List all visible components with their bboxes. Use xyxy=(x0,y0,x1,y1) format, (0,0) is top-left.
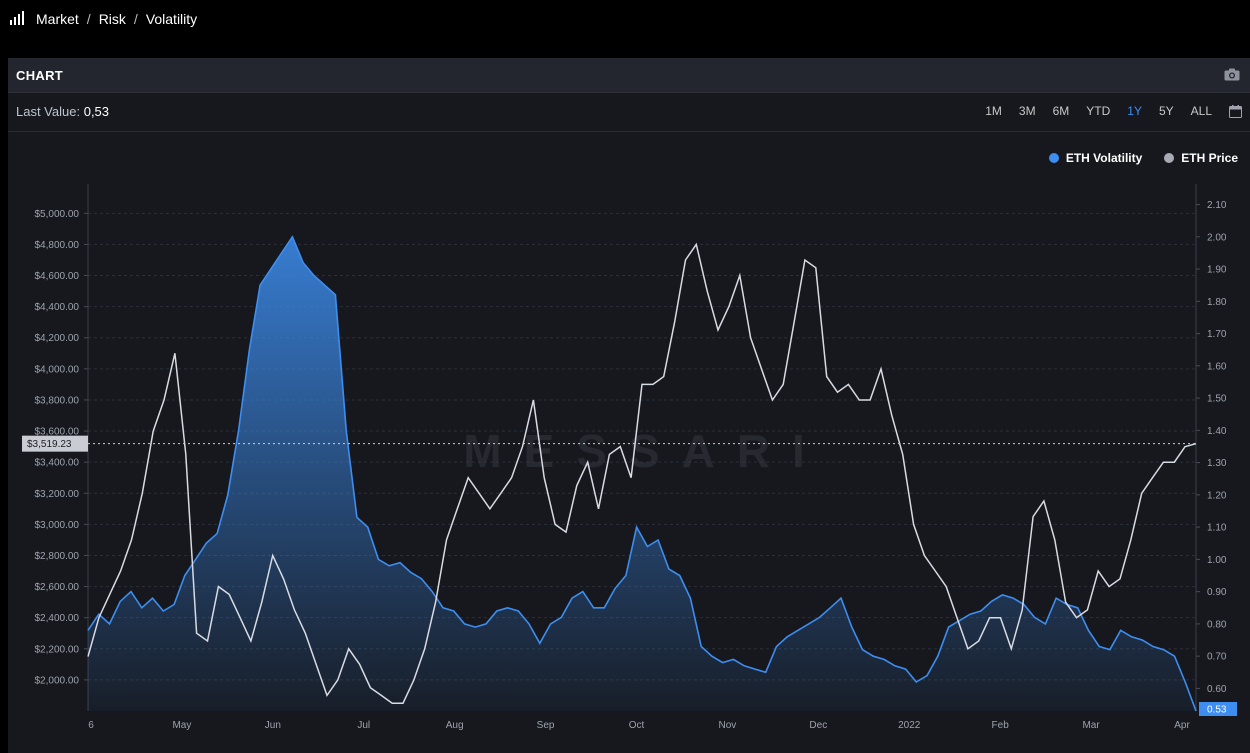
camera-icon[interactable] xyxy=(1224,68,1240,81)
breadcrumb-volatility[interactable]: Volatility xyxy=(145,11,198,27)
price-value-label: $3,519.23 xyxy=(22,435,88,452)
range-1y[interactable]: 1Y xyxy=(1127,104,1142,118)
y-left-tick-label: $5,000.00 xyxy=(35,209,80,220)
y-left-tick-label: $3,600.00 xyxy=(35,427,80,438)
legend-label-volatility: ETH Volatility xyxy=(1065,151,1143,165)
card-title: CHART xyxy=(16,68,63,83)
y-left-tick-label: $2,400.00 xyxy=(35,613,80,624)
breadcrumb: Market / Risk / Volatility xyxy=(36,11,197,27)
x-tick-label: Aug xyxy=(446,720,464,731)
range-ytd[interactable]: YTD xyxy=(1086,104,1111,118)
legend-label-price: ETH Price xyxy=(1181,151,1238,165)
chart-toolbar: Last Value: 0,53 1M 3M 6M YTD 1Y 5Y ALL xyxy=(8,93,1250,132)
y-right-tick-label: 1.90 xyxy=(1207,265,1227,276)
y-left-tick-label: $2,800.00 xyxy=(35,551,80,562)
y-right-tick-label: 1.30 xyxy=(1207,458,1227,469)
y-right-tick-label: 1.70 xyxy=(1207,329,1227,340)
x-tick-label: Mar xyxy=(1082,720,1100,731)
x-tick-label: 2022 xyxy=(898,720,921,731)
range-3m[interactable]: 3M xyxy=(1018,104,1036,118)
y-right-tick-label: 0.80 xyxy=(1207,619,1227,630)
volatility-line xyxy=(87,235,1197,712)
legend-dot-volatility xyxy=(1048,153,1059,163)
y-right-tick-label: 1.10 xyxy=(1207,523,1227,534)
breadcrumb-separator: / xyxy=(86,11,91,27)
x-tick-label: May xyxy=(172,720,191,731)
y-left-tick-label: $3,800.00 xyxy=(35,395,80,406)
y-right-tick-label: 1.80 xyxy=(1207,297,1227,308)
y-right-tick-label: 1.40 xyxy=(1207,426,1227,437)
x-tick-label: Sep xyxy=(537,720,555,731)
legend-item-volatility[interactable]: ETH Volatility xyxy=(1048,151,1143,165)
y-left-tick-label: $2,000.00 xyxy=(35,675,80,686)
range-1m[interactable]: 1M xyxy=(985,104,1002,118)
top-bar: Market / Risk / Volatility xyxy=(0,0,1250,40)
x-tick-label: Dec xyxy=(809,720,827,731)
y-right-tick-label: 1.60 xyxy=(1207,361,1227,372)
card-header: CHART xyxy=(8,58,1250,93)
watermark-text: MESSARI xyxy=(463,425,827,477)
breadcrumb-separator: / xyxy=(133,11,138,27)
y-left-tick-label: $4,800.00 xyxy=(35,240,80,251)
volatility-area xyxy=(88,236,1196,712)
breadcrumb-market[interactable]: Market xyxy=(36,11,79,27)
volatility-label-box xyxy=(1199,702,1237,716)
x-tick-label: Jun xyxy=(265,720,281,731)
range-6m[interactable]: 6M xyxy=(1052,104,1070,118)
y-left-tick-label: $3,200.00 xyxy=(35,489,80,500)
y-left-tick-label: $3,400.00 xyxy=(35,458,80,469)
range-selector: 1M 3M 6M YTD 1Y 5Y ALL xyxy=(968,104,1212,118)
x-tick-label: Apr xyxy=(1174,720,1190,731)
price-label-text: $3,519.23 xyxy=(27,439,72,450)
x-tick-label: Nov xyxy=(719,720,737,731)
y-right-tick-label: 1.50 xyxy=(1207,394,1227,405)
volatility-label-text: 0.53 xyxy=(1207,705,1227,716)
y-left-tick-label: $4,200.00 xyxy=(35,333,80,344)
y-right-tick-label: 0.70 xyxy=(1207,652,1227,663)
x-axis: 6 May Jun Jul Aug Sep Oct Nov Dec 2022 Feb Mar Apr xyxy=(88,720,1190,731)
last-value-number: 0,53 xyxy=(83,104,110,119)
y-left-tick-label: $2,200.00 xyxy=(35,644,80,655)
y-right-tick-label: 0.90 xyxy=(1207,587,1227,598)
last-value-label: Last Value: xyxy=(16,104,81,119)
x-tick-label: Oct xyxy=(629,720,645,731)
breadcrumb-risk[interactable]: Risk xyxy=(98,11,126,27)
y-left-tick-label: $2,600.00 xyxy=(35,582,80,593)
y-left-tick-label: $4,600.00 xyxy=(35,271,80,282)
legend-item-price[interactable]: ETH Price xyxy=(1164,151,1238,165)
y-right-tick-label: 2.00 xyxy=(1207,232,1227,243)
x-tick-label: Jul xyxy=(357,720,370,731)
volatility-value-label: 0.53 xyxy=(1199,702,1237,716)
y-right-tick-label: 2.10 xyxy=(1207,200,1227,211)
messari-logo-icon[interactable] xyxy=(10,11,28,25)
legend-dot-price xyxy=(1164,153,1175,163)
range-5y[interactable]: 5Y xyxy=(1158,104,1174,118)
y-left-tick-label: $4,400.00 xyxy=(35,302,80,313)
y-right-tick-label: 1.00 xyxy=(1207,555,1227,566)
range-all[interactable]: ALL xyxy=(1190,104,1212,118)
y-axis-right: 2.10 2.00 1.90 1.80 1.70 1.60 1.50 1.40 1.30 1.20… xyxy=(1195,184,1227,711)
last-value: Last Value: 0,53 xyxy=(16,104,109,119)
y-left-tick-label: $3,000.00 xyxy=(35,520,80,531)
chart-legend: ETH Volatility ETH Price xyxy=(1027,151,1238,165)
price-label-box xyxy=(22,435,88,452)
price-line xyxy=(87,242,1197,704)
y-left-tick-label: $4,000.00 xyxy=(35,364,80,375)
calendar-icon[interactable] xyxy=(1229,105,1242,118)
y-right-tick-label: 1.20 xyxy=(1207,490,1227,501)
x-tick-label: Feb xyxy=(992,720,1010,731)
x-tick-label: 6 xyxy=(88,720,94,731)
y-right-tick-label: 0.60 xyxy=(1207,684,1227,695)
y-axis-left: $5,000.00 $4,800.00 $4,600.00 $4,400.00 $4,2… xyxy=(35,184,89,711)
